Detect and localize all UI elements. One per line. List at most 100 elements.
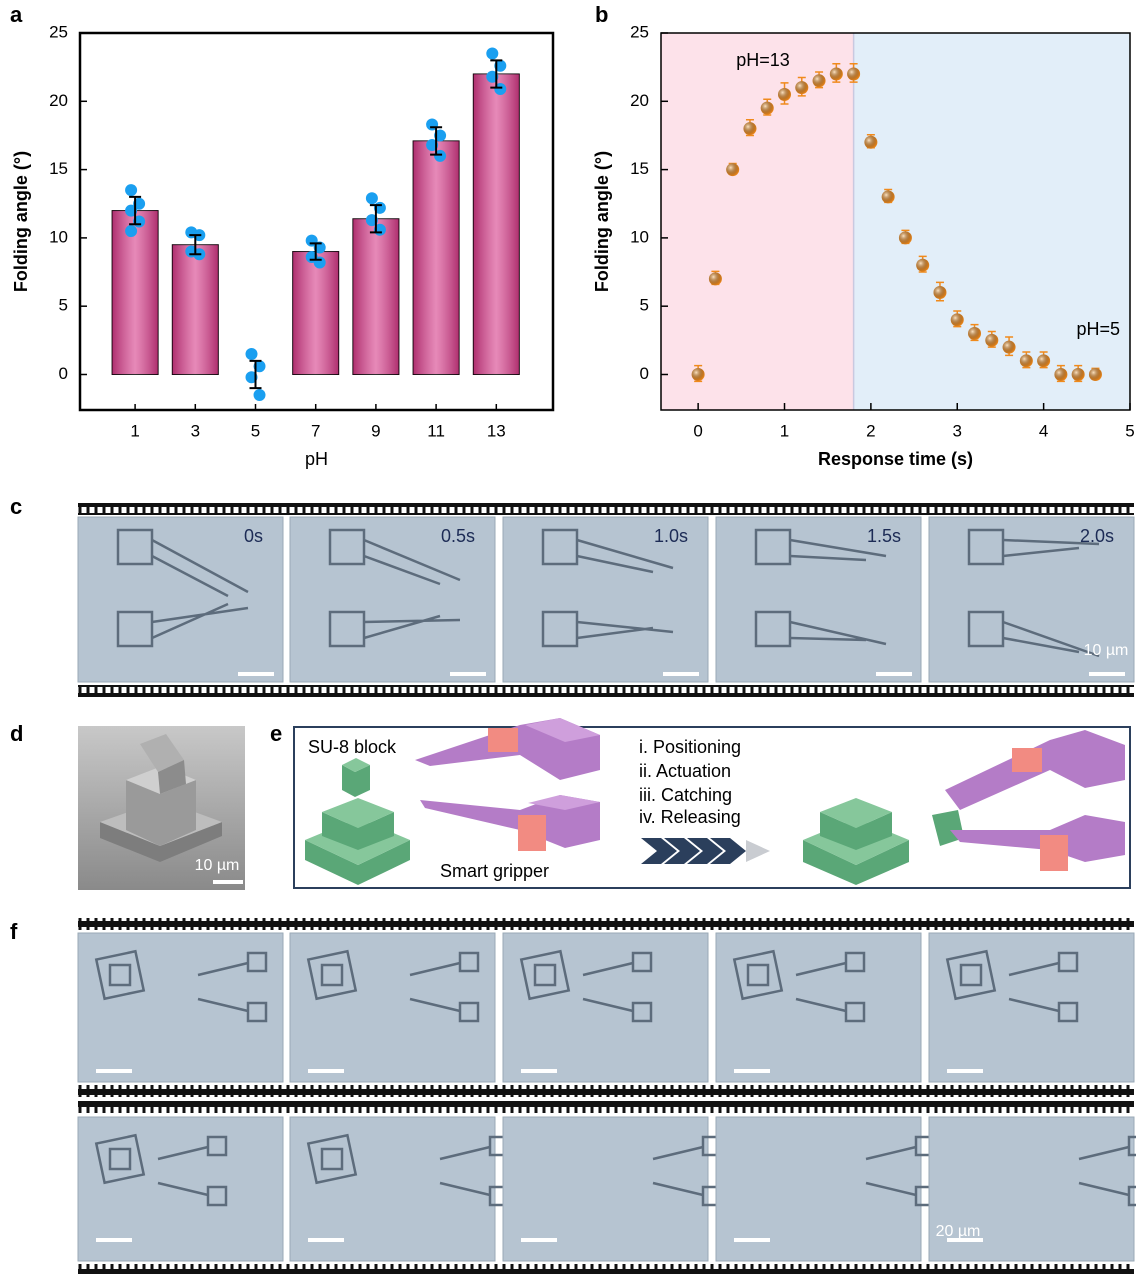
x-tick-label: 5 bbox=[251, 421, 260, 440]
data-point-shine bbox=[985, 334, 998, 347]
data-point-shine bbox=[692, 368, 705, 381]
scale-bar bbox=[96, 1238, 132, 1242]
x-tick-label: 4 bbox=[1039, 421, 1048, 440]
scale-bar bbox=[521, 1069, 557, 1073]
time-label: 2.0s bbox=[1080, 526, 1114, 546]
scale-bar bbox=[213, 880, 243, 884]
bar-shine bbox=[413, 141, 459, 375]
data-point bbox=[125, 184, 137, 196]
film-strip bbox=[78, 1101, 1134, 1113]
scale-bar-label: 20 µm bbox=[936, 1223, 981, 1240]
y-tick-label: 10 bbox=[49, 227, 68, 246]
panel-label: b bbox=[595, 2, 608, 27]
panel-label: a bbox=[10, 2, 23, 27]
x-tick-label: 1 bbox=[780, 421, 789, 440]
data-point-shine bbox=[933, 286, 946, 299]
x-tick-label: 7 bbox=[311, 421, 320, 440]
x-tick-label: 13 bbox=[487, 421, 506, 440]
panel-label: e bbox=[270, 721, 282, 746]
x-tick-label: 5 bbox=[1125, 421, 1134, 440]
data-point-shine bbox=[847, 67, 860, 80]
scale-bar bbox=[663, 672, 699, 676]
x-axis-label: pH bbox=[305, 449, 328, 469]
scale-bar bbox=[96, 1069, 132, 1073]
film-strip bbox=[78, 1085, 1134, 1097]
panel-label: c bbox=[10, 494, 22, 519]
micrograph bbox=[929, 933, 1134, 1082]
y-tick-label: 15 bbox=[49, 159, 68, 178]
data-point bbox=[246, 348, 258, 360]
time-label: 1.5s bbox=[867, 526, 901, 546]
scale-bar bbox=[308, 1238, 344, 1242]
panel-label: f bbox=[10, 919, 18, 944]
film-strip bbox=[78, 918, 1134, 930]
data-point-shine bbox=[795, 81, 808, 94]
y-tick-label: 15 bbox=[630, 159, 649, 178]
x-tick-label: 11 bbox=[427, 421, 445, 440]
y-axis-label: Folding angle (°) bbox=[592, 151, 612, 292]
y-tick-label: 0 bbox=[640, 364, 649, 383]
y-tick-label: 25 bbox=[49, 22, 68, 41]
scale-bar bbox=[238, 672, 274, 676]
annotation: pH=13 bbox=[736, 50, 790, 70]
film-strip bbox=[78, 685, 1134, 697]
scale-bar bbox=[876, 672, 912, 676]
bar-shine bbox=[353, 219, 399, 375]
y-axis-label: Folding angle (°) bbox=[11, 151, 31, 292]
data-point-shine bbox=[709, 272, 722, 285]
data-point bbox=[366, 192, 378, 204]
scale-bar bbox=[947, 1069, 983, 1073]
y-tick-label: 10 bbox=[630, 227, 649, 246]
micrograph bbox=[78, 933, 283, 1082]
panel-label: d bbox=[10, 721, 23, 746]
data-point bbox=[486, 47, 498, 59]
data-point-shine bbox=[1072, 368, 1085, 381]
micrograph bbox=[290, 933, 495, 1082]
y-tick-label: 0 bbox=[59, 364, 68, 383]
data-point-shine bbox=[899, 231, 912, 244]
scale-bar bbox=[1089, 672, 1125, 676]
data-point-shine bbox=[951, 313, 964, 326]
time-label: 0.5s bbox=[441, 526, 475, 546]
data-point-shine bbox=[830, 67, 843, 80]
step: i. Positioning bbox=[639, 737, 741, 757]
data-point-shine bbox=[916, 259, 929, 272]
data-point-shine bbox=[761, 102, 774, 115]
x-tick-label: 9 bbox=[371, 421, 380, 440]
data-point-shine bbox=[813, 74, 826, 87]
y-tick-label: 20 bbox=[49, 91, 68, 110]
x-tick-label: 3 bbox=[191, 421, 200, 440]
figure: a b c d e f 10 µm SU-8 block Smart gripp… bbox=[0, 0, 1136, 1274]
block-label: SU-8 block bbox=[308, 737, 397, 757]
data-point-shine bbox=[778, 88, 791, 101]
scale-bar-label: 10 µm bbox=[195, 857, 240, 874]
x-axis-label: Response time (s) bbox=[818, 449, 973, 469]
y-tick-label: 5 bbox=[640, 296, 649, 315]
step: ii. Actuation bbox=[639, 761, 731, 781]
x-tick-label: 3 bbox=[953, 421, 962, 440]
bar-shine bbox=[293, 252, 339, 375]
data-point-shine bbox=[1003, 341, 1016, 354]
data-point bbox=[254, 389, 266, 401]
scale-bar-label: 10 µm bbox=[1084, 642, 1129, 659]
step: iii. Catching bbox=[639, 785, 732, 805]
scale-bar bbox=[521, 1238, 557, 1242]
x-tick-label: 1 bbox=[130, 421, 139, 440]
micrograph bbox=[716, 933, 921, 1082]
step: iv. Releasing bbox=[639, 807, 741, 827]
scale-bar bbox=[450, 672, 486, 676]
x-tick-label: 2 bbox=[866, 421, 875, 440]
shade-left bbox=[661, 33, 854, 410]
data-point-shine bbox=[864, 136, 877, 149]
annotation: pH=5 bbox=[1076, 319, 1120, 339]
scale-bar bbox=[734, 1069, 770, 1073]
y-tick-label: 25 bbox=[630, 22, 649, 41]
data-point-shine bbox=[882, 190, 895, 203]
scale-bar bbox=[734, 1238, 770, 1242]
scale-bar bbox=[308, 1069, 344, 1073]
data-point-shine bbox=[1089, 368, 1102, 381]
data-point bbox=[125, 225, 137, 237]
film-strip bbox=[78, 503, 1134, 515]
data-point-shine bbox=[743, 122, 756, 135]
time-label: 1.0s bbox=[654, 526, 688, 546]
